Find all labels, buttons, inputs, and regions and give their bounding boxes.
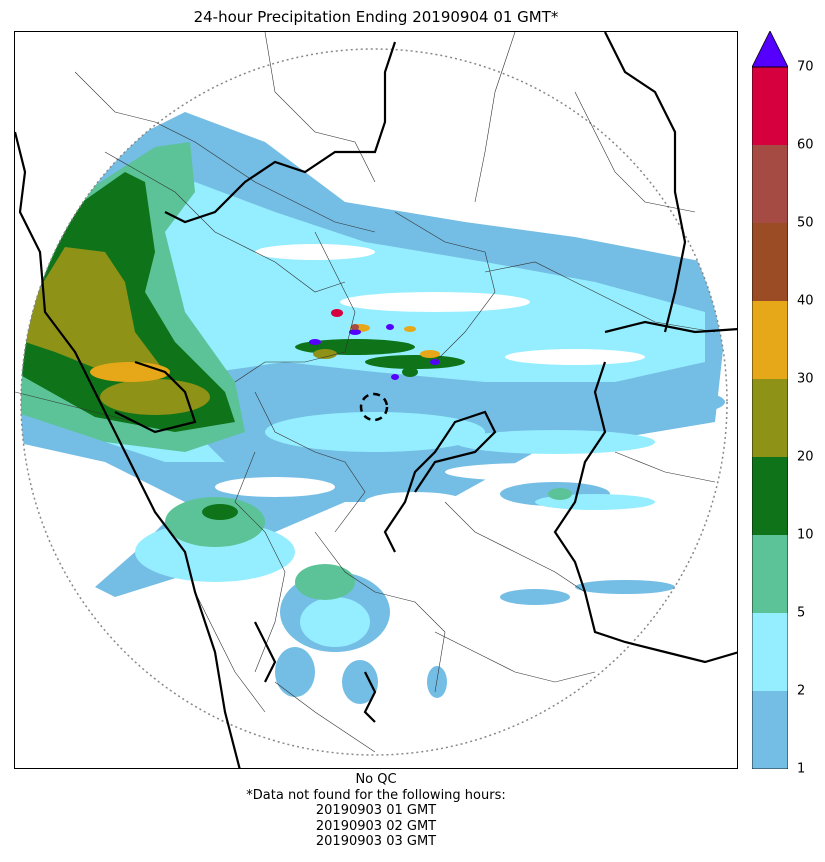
colorbar-segment: [752, 613, 788, 691]
missing-hour-3: 20190903 03 GMT: [315, 834, 437, 849]
colorbar-tick-label: 40: [797, 293, 814, 309]
colorbar-segment: [752, 223, 788, 301]
radar-range-ring: [20, 48, 728, 756]
colorbar-tick-label: 20: [797, 449, 814, 465]
district-boundaries: [15, 32, 716, 753]
colorbar-tick-label: 5: [797, 605, 806, 621]
colorbar-tick-label: 10: [797, 527, 814, 543]
colorbar-segment: [752, 457, 788, 535]
colorbar-segment: [752, 691, 788, 769]
precipitation-colorbar: [752, 31, 788, 769]
convective-cells: [295, 309, 465, 380]
missing-hour-1: 20190903 01 GMT: [315, 803, 437, 818]
colorbar-segment: [752, 67, 788, 145]
colorbar-segment: [752, 535, 788, 613]
colorbar-segment: [752, 145, 788, 223]
state-boundaries: [15, 32, 737, 768]
colorbar-tick-label: 30: [797, 371, 814, 387]
colorbar-tick-label: 1: [797, 761, 806, 777]
map-footer: No QC *Data not found for the following …: [0, 772, 752, 850]
map-title: 24-hour Precipitation Ending 20190904 01…: [193, 8, 559, 26]
colorbar-tick-label: 2: [797, 683, 806, 699]
colorbar-tick-label: 70: [797, 59, 814, 75]
precipitation-field: [21, 112, 725, 704]
qc-note: No QC: [355, 772, 397, 787]
missing-hour-2: 20190903 02 GMT: [315, 818, 437, 834]
radar-map: [14, 31, 738, 769]
colorbar-outline: [752, 66, 788, 769]
colorbar-tick-label: 50: [797, 215, 814, 231]
colorbar-segment: [752, 379, 788, 457]
colorbar-overflow-triangle: [752, 31, 788, 68]
radar-site-marker: [359, 392, 389, 422]
colorbar-segment: [752, 301, 788, 379]
missing-data-note: *Data not found for the following hours:: [246, 787, 506, 803]
colorbar-tick-label: 60: [797, 137, 814, 153]
precipitation-map-svg: [15, 32, 737, 768]
